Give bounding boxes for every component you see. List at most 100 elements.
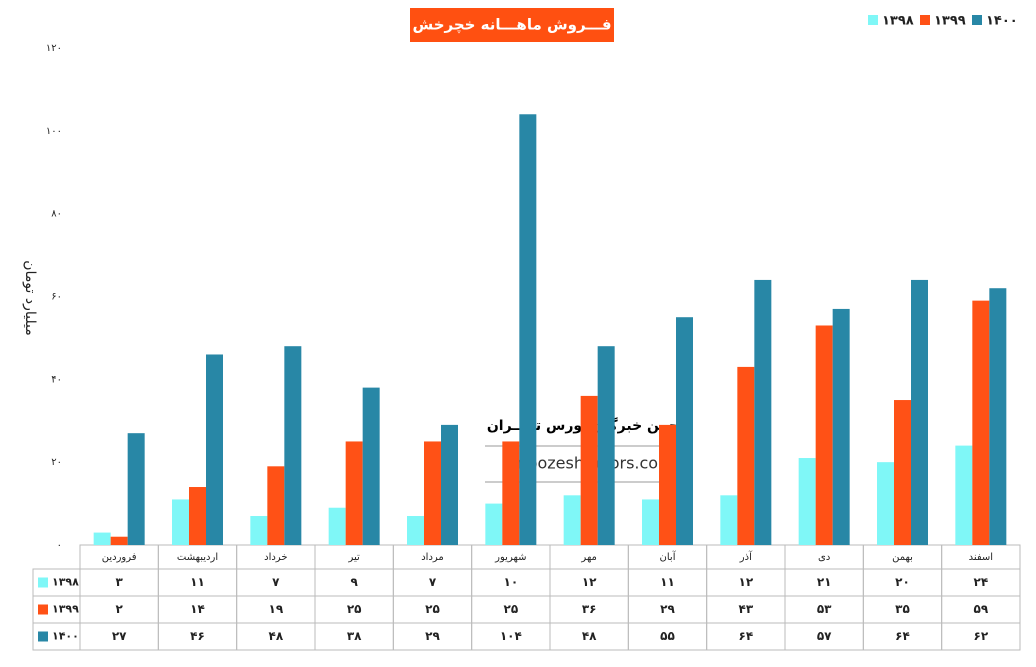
bar [894, 400, 911, 545]
x-tick-label: شهریور [494, 552, 526, 563]
table-value: ۶۴ [739, 629, 754, 643]
bar [441, 424, 458, 545]
table-value: ۲ [116, 602, 124, 616]
table-value: ۳۶ [582, 602, 597, 616]
y-tick-label: ۶۰ [51, 292, 62, 303]
bar [720, 495, 738, 545]
bar [519, 114, 537, 546]
y-tick-label: ۲۰ [51, 457, 62, 468]
bar [597, 346, 615, 545]
table-value: ۴۸ [269, 629, 284, 643]
table-value: ۴۳ [739, 602, 754, 616]
table-value: ۲۰ [895, 575, 910, 589]
table-value: ۱۱ [660, 575, 675, 589]
x-tick-label: فروردین [102, 552, 137, 563]
table-value: ۴۶ [190, 629, 205, 643]
x-tick-label: اردیبهشت [177, 552, 218, 563]
bar [563, 495, 581, 545]
bar [362, 387, 380, 545]
table-value: ۱۱ [190, 575, 205, 589]
y-tick-label: ۰ [57, 540, 62, 551]
bar [93, 532, 111, 545]
bar [972, 300, 990, 545]
x-tick-label: بهمن [892, 552, 913, 563]
table-value: ۵۵ [660, 629, 675, 643]
bar [172, 499, 189, 545]
table-value: ۲۴ [974, 575, 989, 589]
table-value: ۱۰ [504, 575, 519, 589]
table-value: ۷ [272, 575, 280, 589]
table-value: ۳ [116, 575, 124, 589]
y-axis-label: میلیارد تومان [22, 260, 38, 335]
x-tick-label: آبان [660, 550, 677, 563]
table-value: ۵۹ [974, 602, 989, 616]
y-tick-label: ۱۲۰ [46, 43, 62, 54]
bar [877, 462, 894, 545]
table-value: ۳۸ [347, 629, 362, 643]
bar [676, 317, 693, 545]
bar [815, 325, 833, 545]
bar [206, 354, 223, 545]
x-tick-label: دی [818, 552, 830, 563]
bar [911, 279, 928, 545]
bar [659, 424, 676, 545]
bar [832, 308, 850, 545]
bar [407, 516, 424, 545]
table-key [38, 604, 48, 615]
bar [328, 507, 346, 545]
table-value: ۵۳ [817, 602, 832, 616]
bar [754, 279, 772, 545]
bar [110, 536, 128, 545]
table-value: ۵۷ [817, 629, 832, 643]
table-key [38, 631, 48, 642]
table-value: ۱۹ [269, 602, 284, 616]
bar [502, 441, 520, 545]
bar [189, 487, 206, 545]
bar [284, 346, 302, 545]
table-value: ۱۲ [739, 575, 754, 589]
bar [250, 516, 268, 545]
bar [485, 503, 503, 545]
bar [580, 395, 598, 545]
x-tick-label: مرداد [421, 552, 444, 563]
bar [345, 441, 363, 545]
bar [424, 441, 441, 545]
table-key [38, 577, 48, 588]
x-tick-label: تیر [348, 552, 361, 563]
x-tick-label: اسفند [969, 552, 993, 563]
table-value: ۱۰۴ [500, 629, 522, 643]
bar [642, 499, 659, 545]
y-tick-label: ۸۰ [51, 209, 62, 220]
bar [737, 366, 755, 545]
table-value: ۲۱ [817, 575, 832, 589]
table-value: ۱۲ [582, 575, 597, 589]
table-series-name: ۱۳۹۸ [52, 576, 79, 589]
bar [127, 433, 145, 545]
table-value: ۴۸ [582, 629, 597, 643]
x-tick-label: مهر [580, 552, 596, 563]
table-value: ۲۵ [425, 602, 440, 616]
table-cell [941, 622, 1021, 651]
bar [989, 288, 1007, 545]
table-value: ۹ [351, 575, 359, 589]
table-value: ۶۲ [974, 629, 989, 643]
legend-label: ۱۳۹۹ [934, 14, 966, 29]
table-value: ۲۵ [504, 602, 519, 616]
table-value: ۲۵ [347, 602, 362, 616]
table-value: ۳۵ [895, 602, 910, 616]
legend-key [868, 15, 878, 25]
table-series-name: ۱۴۰۰ [52, 630, 79, 643]
legend-key [920, 15, 930, 25]
bar [798, 458, 816, 545]
table-value: ۲۷ [112, 629, 127, 643]
table-value: ۶۴ [895, 629, 910, 643]
legend-label: ۱۴۰۰ [986, 14, 1018, 29]
x-tick-label: خرداد [264, 552, 287, 563]
y-tick-label: ۴۰ [51, 374, 62, 385]
table-series-name: ۱۳۹۹ [52, 603, 79, 616]
table-value: ۲۹ [425, 629, 440, 643]
table-value: ۱۴ [190, 602, 205, 616]
table-value: ۲۹ [660, 602, 675, 616]
chart-title: فـــروش ماهـــانه خچرخش [412, 16, 611, 35]
